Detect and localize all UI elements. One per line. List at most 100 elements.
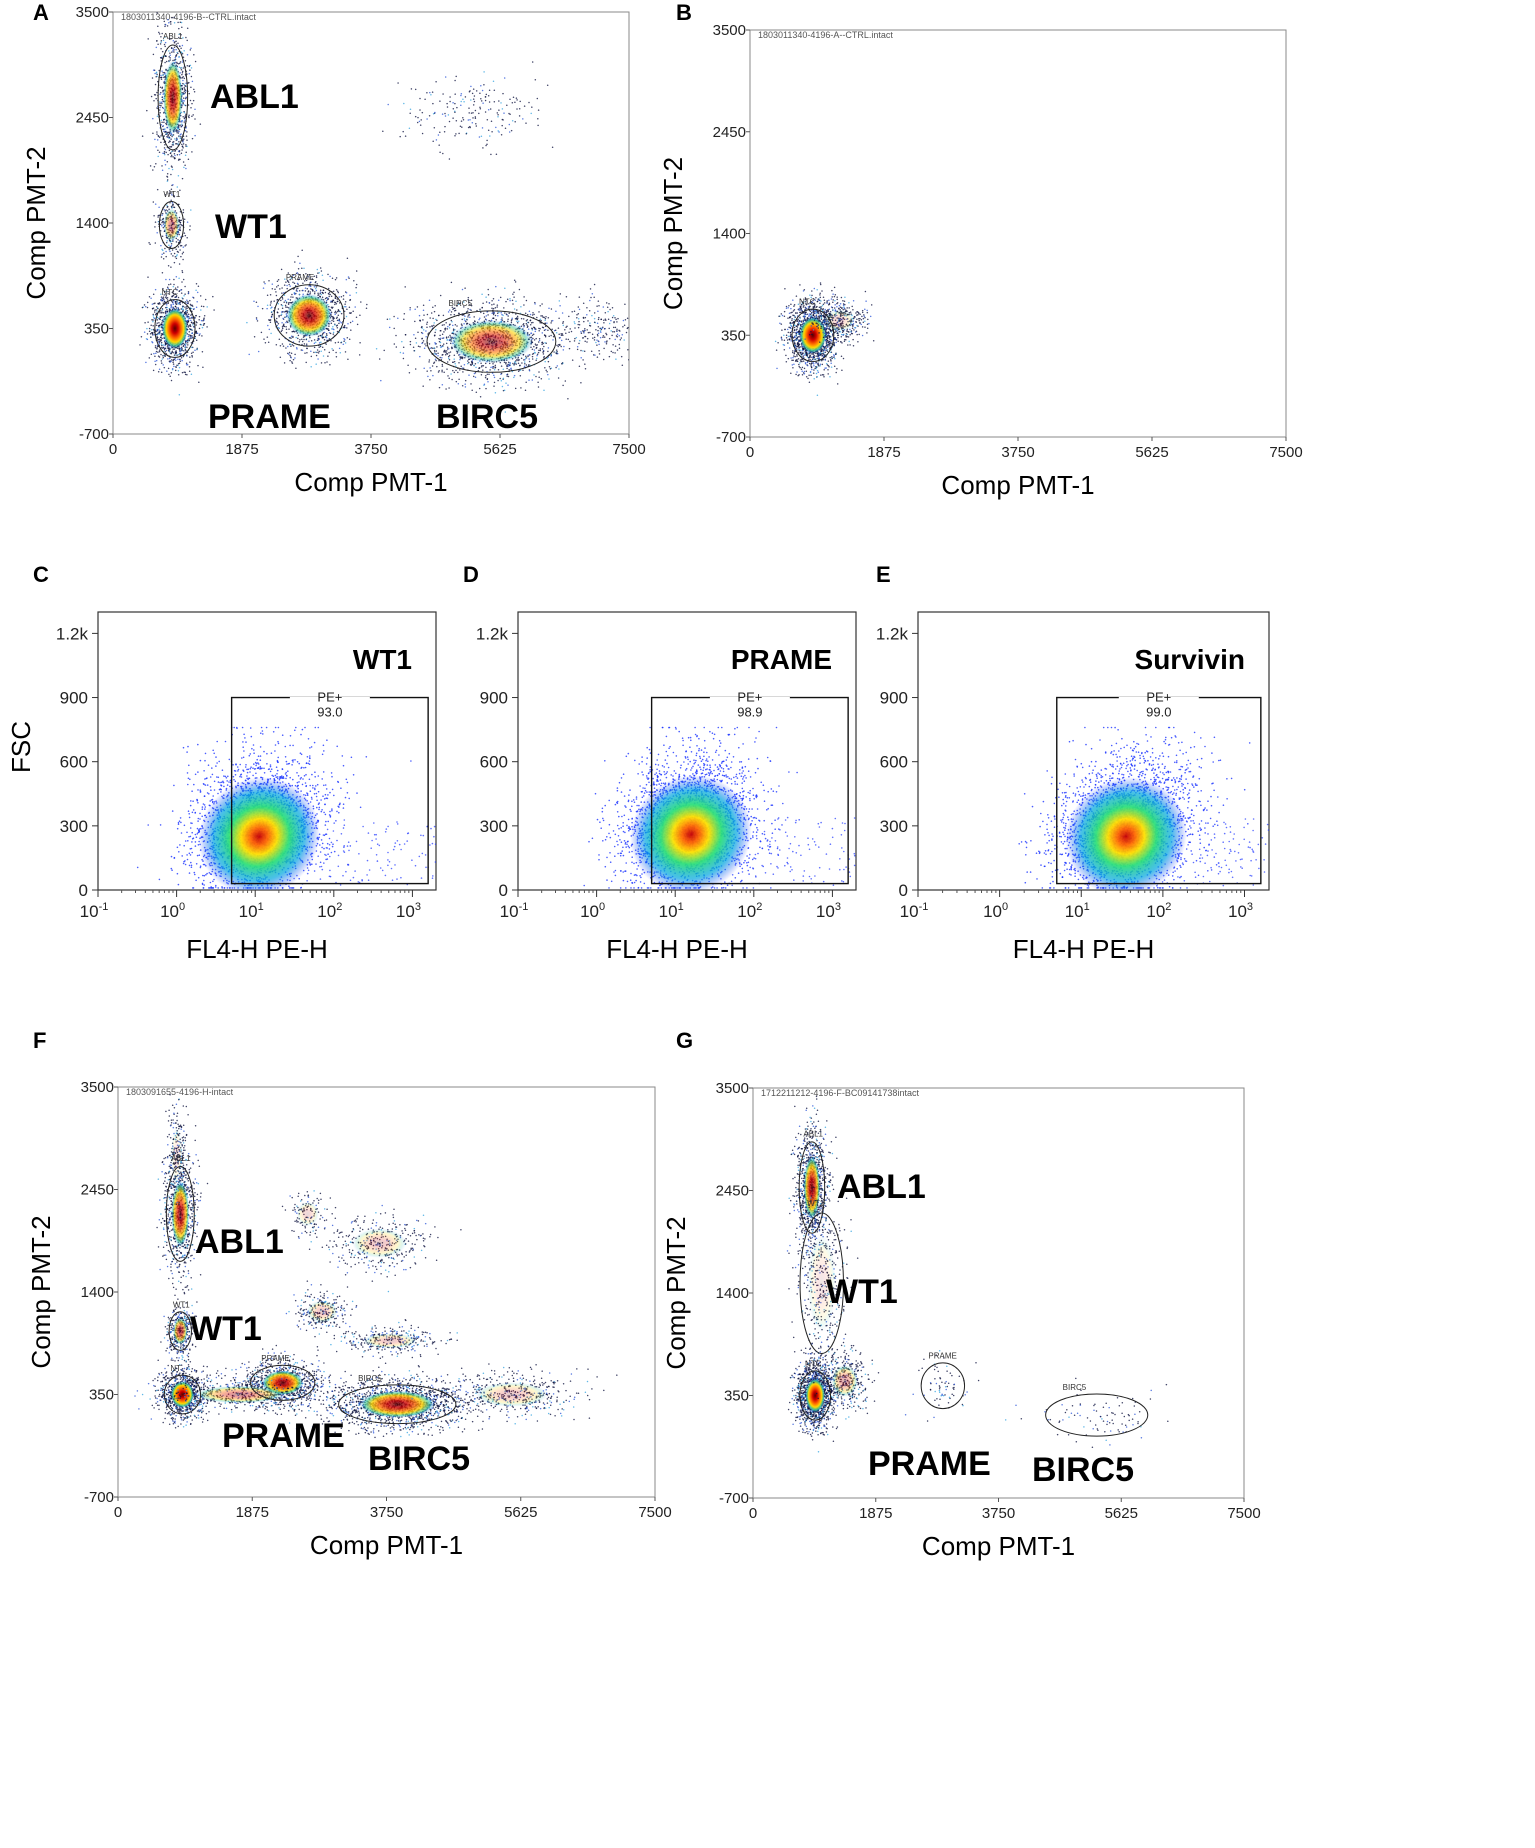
- droplet: [182, 298, 184, 300]
- droplet: [487, 314, 489, 316]
- droplet: [584, 335, 587, 338]
- droplet: [161, 220, 164, 223]
- droplet: [567, 397, 569, 400]
- droplet: [453, 360, 456, 363]
- droplet: [194, 349, 196, 352]
- droplet: [409, 340, 412, 343]
- droplet: [435, 329, 437, 331]
- droplet: [451, 378, 453, 381]
- droplet: [375, 347, 378, 350]
- droplet: [180, 292, 183, 294]
- droplet: [183, 87, 185, 89]
- droplet: [532, 321, 534, 324]
- droplet: [194, 118, 196, 120]
- droplet: [439, 131, 441, 133]
- droplet: [335, 312, 338, 314]
- droplet: [187, 104, 190, 106]
- droplet: [344, 303, 346, 305]
- droplet: [344, 351, 347, 353]
- droplet: [182, 211, 185, 214]
- droplet: [473, 316, 475, 318]
- droplet: [178, 233, 180, 236]
- droplet: [535, 344, 537, 346]
- droplet: [343, 305, 346, 308]
- droplet: [336, 327, 339, 329]
- droplet: [568, 347, 571, 350]
- droplet: [166, 296, 169, 299]
- droplet: [452, 369, 454, 372]
- droplet: [446, 339, 448, 341]
- droplet: [393, 315, 395, 318]
- droplet: [170, 266, 172, 268]
- droplet: [285, 347, 287, 349]
- droplet: [426, 326, 428, 329]
- droplet: [187, 344, 189, 346]
- droplet: [151, 77, 154, 79]
- droplet: [492, 365, 495, 368]
- droplet: [310, 365, 312, 368]
- droplet: [269, 294, 272, 296]
- droplet: [492, 367, 494, 369]
- droplet: [186, 145, 188, 148]
- droplet: [498, 311, 500, 314]
- droplet: [534, 352, 537, 354]
- droplet: [295, 367, 297, 369]
- droplet: [545, 315, 547, 318]
- droplet: [548, 366, 551, 368]
- droplet: [172, 150, 174, 152]
- droplet: [174, 293, 176, 295]
- droplet: [180, 47, 182, 50]
- droplet: [164, 41, 167, 44]
- droplet: [195, 306, 198, 308]
- droplet: [557, 327, 560, 329]
- droplet: [171, 350, 174, 352]
- droplet: [313, 351, 315, 354]
- droplet: [198, 381, 200, 384]
- droplet: [464, 379, 467, 382]
- droplet: [308, 340, 310, 342]
- droplet: [344, 342, 347, 344]
- droplet: [191, 80, 194, 83]
- droplet: [347, 358, 349, 360]
- droplet: [509, 298, 511, 300]
- droplet: [445, 388, 447, 390]
- droplet: [180, 219, 183, 221]
- droplet: [529, 319, 532, 322]
- droplet: [161, 344, 163, 347]
- droplet: [167, 302, 169, 305]
- droplet: [191, 316, 193, 318]
- droplet: [466, 322, 468, 325]
- droplet: [532, 352, 535, 355]
- droplet: [309, 291, 312, 293]
- droplet: [175, 255, 178, 257]
- droplet: [155, 75, 157, 78]
- droplet: [556, 365, 559, 367]
- droplet: [349, 298, 352, 301]
- droplet: [541, 348, 544, 350]
- droplet: [461, 324, 463, 327]
- droplet: [289, 299, 292, 301]
- droplet: [170, 37, 172, 40]
- droplet: [192, 322, 194, 325]
- droplet: [166, 306, 168, 309]
- droplet: [513, 364, 515, 366]
- droplet: [172, 303, 175, 306]
- droplet: [189, 69, 191, 71]
- droplet: [162, 364, 164, 366]
- droplet: [155, 324, 158, 327]
- droplet: [526, 324, 528, 326]
- droplet: [584, 340, 586, 343]
- droplet: [169, 52, 171, 54]
- droplet: [528, 101, 530, 104]
- droplet: [494, 364, 497, 367]
- droplet: [266, 336, 269, 338]
- droplet: [144, 305, 147, 308]
- droplet: [393, 343, 396, 345]
- droplet: [334, 313, 336, 316]
- droplet: [508, 369, 510, 371]
- droplet: [550, 322, 552, 324]
- droplet: [168, 132, 171, 135]
- droplet: [434, 351, 436, 353]
- droplet: [168, 244, 170, 247]
- droplet: [158, 343, 161, 345]
